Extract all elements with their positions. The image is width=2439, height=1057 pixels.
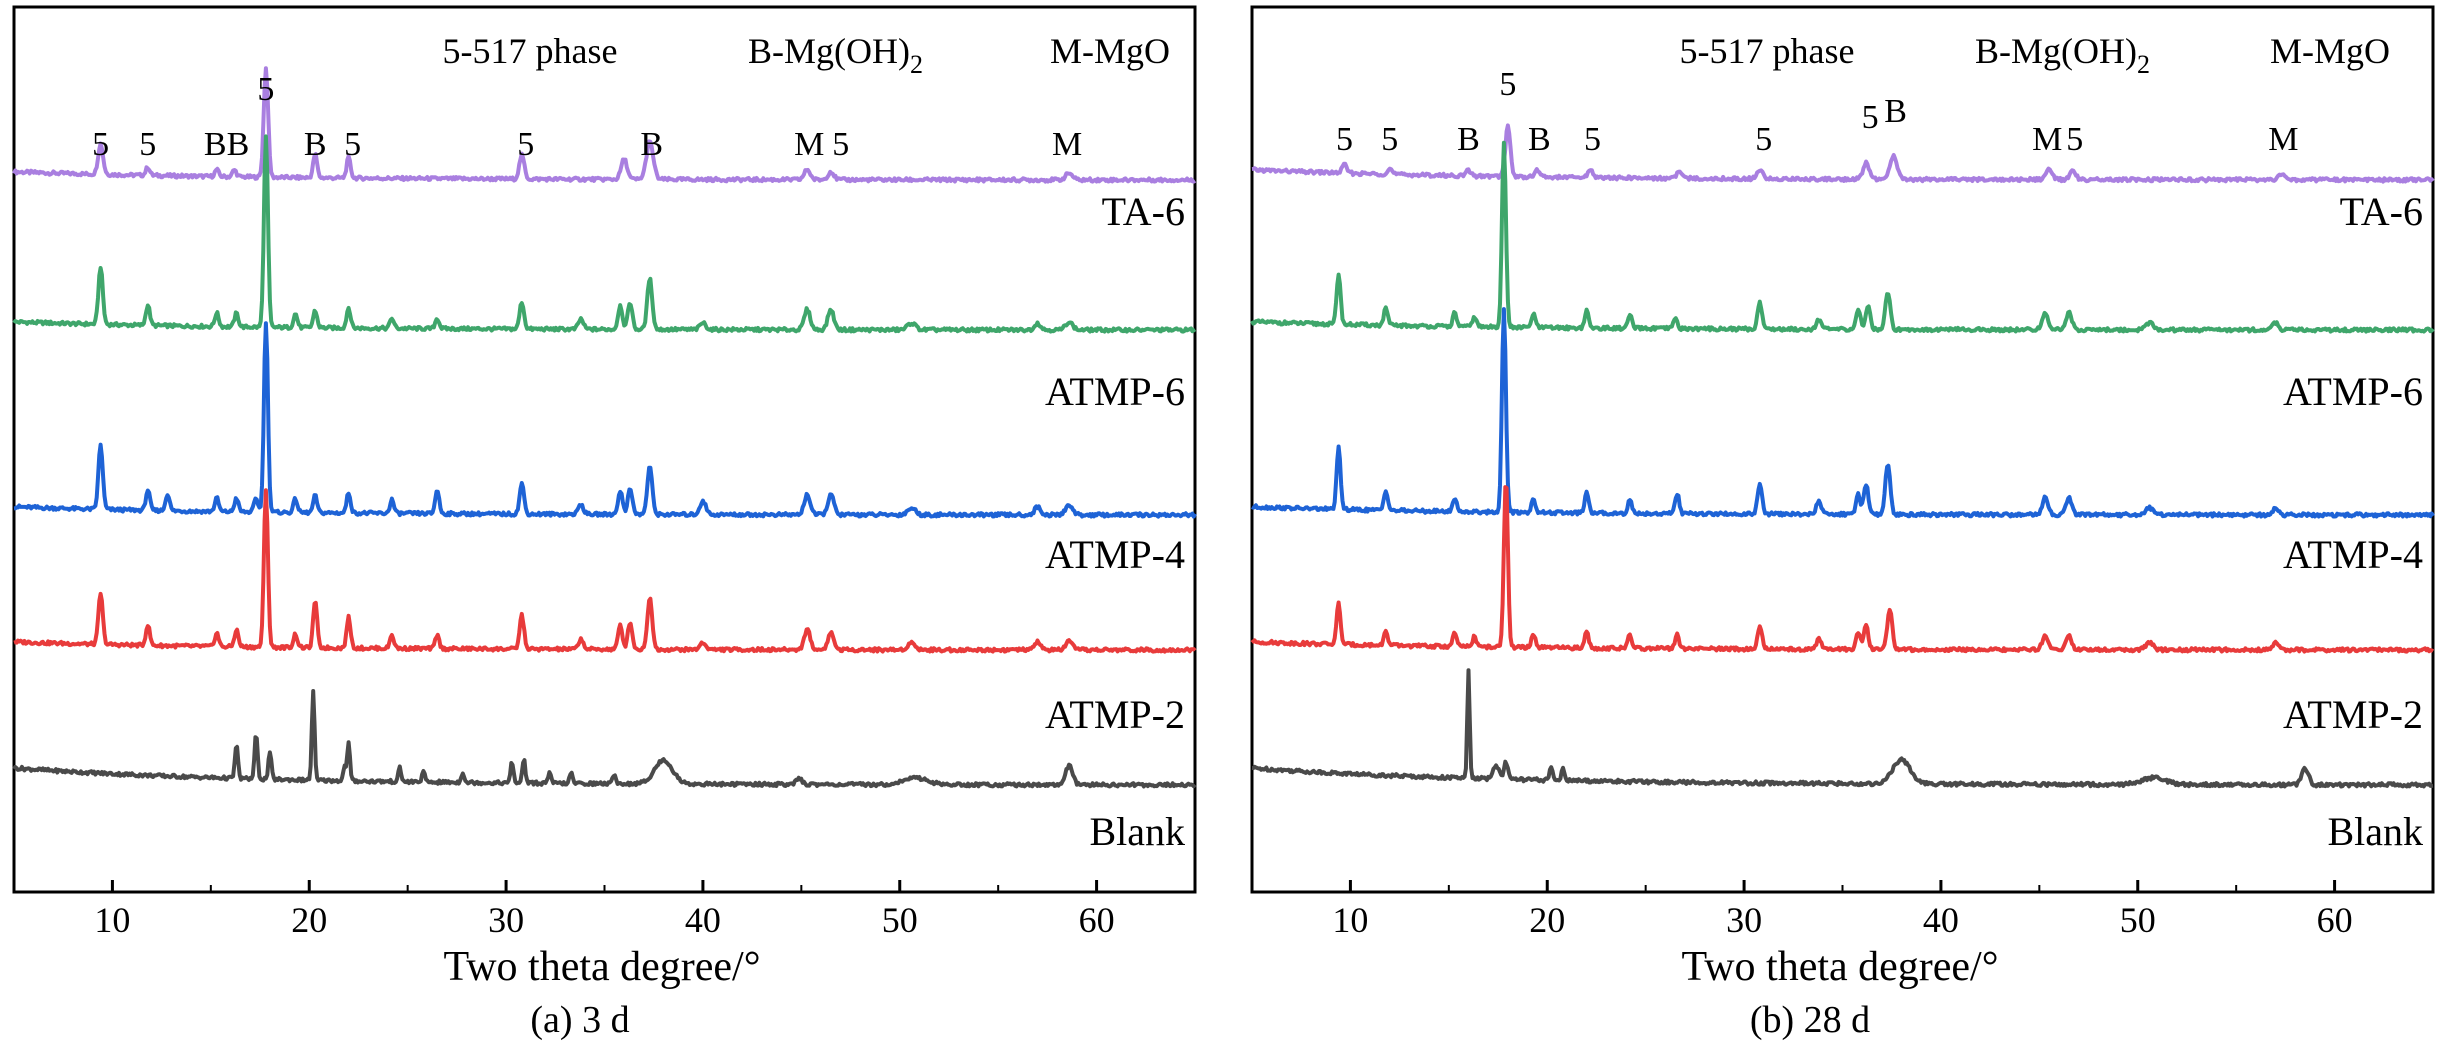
trace-label-blank: Blank [2327,809,2423,854]
panel-a-x-axis: 10 20 30 40 50 60 [13,880,1196,940]
x-tick-label: 30 [488,900,524,940]
peak-annotation: B [1528,121,1551,158]
panel-b-peak-annotations: 5 5 B5B 5 55 BM 5 M [1336,66,2299,158]
legend-mgo: M-MgO [1050,31,1170,71]
x-tick-label: 50 [882,900,918,940]
panel-a-frame [12,5,1197,894]
trace-label-ta-6: TA-6 [1102,189,1185,234]
panel-b-trace-labels: TA-6 ATMP-6 ATMP-4 ATMP-2 Blank [2283,189,2423,854]
legend-mgoh2: B-Mg(OH)2 [1975,31,2150,79]
panel-a-x-axis-title: Two theta degree/° [443,944,760,990]
panel-b-caption: (b) 28 d [1750,999,1870,1041]
peak-annotation: 5 [1755,121,1772,158]
series-line-atmp-6 [12,134,1197,334]
peak-annotation: 5 [832,126,849,163]
x-tick-label: 60 [2317,900,2353,940]
series-line-atmp-6 [1250,140,2435,334]
peak-annotation: B [1457,121,1480,158]
x-tick-label: 20 [291,900,327,940]
peak-annotation: M [1052,126,1082,163]
peak-annotation: 5 [1862,99,1879,136]
x-tick-label: 40 [685,900,721,940]
x-tick-label: 50 [2120,900,2156,940]
peak-annotation: M [2032,121,2062,158]
series-line-atmp-2 [13,488,1197,654]
panel-a-traces [12,66,1197,789]
peak-annotation: 5 [92,126,109,163]
series-line-blank [12,689,1197,789]
panel-b-x-axis: 10 20 30 40 50 60 [1251,880,2434,940]
peak-annotation: B [640,126,663,163]
peak-annotation: 5 [1499,66,1516,103]
peak-annotation: BB [204,126,249,163]
panel-a-trace-labels: TA-6 ATMP-6 ATMP-4 ATMP-2 Blank [1045,189,1185,854]
legend-5517-phase: 5-517 phase [443,31,618,71]
series-line-ta-6 [12,66,1197,184]
trace-label-atmp-4: ATMP-4 [1045,532,1185,577]
peak-annotation: 5 [1336,121,1353,158]
x-tick-label: 60 [1079,900,1115,940]
trace-label-atmp-4: ATMP-4 [2283,532,2423,577]
peak-annotation: 5 [1381,121,1398,158]
legend-mgo: M-MgO [2270,31,2390,71]
legend-mgoh2: B-Mg(OH)2 [748,31,923,79]
trace-label-atmp-2: ATMP-2 [2283,692,2423,737]
series-line-atmp-4 [13,321,1197,519]
trace-label-blank: Blank [1089,809,1185,854]
panel-b-frame [1250,5,2435,894]
peak-annotation: 5 [139,126,156,163]
trace-label-atmp-2: ATMP-2 [1045,692,1185,737]
x-tick-label: 10 [1332,900,1368,940]
peak-annotation: 5 [344,126,361,163]
series-line-atmp-2 [1250,485,2435,654]
panel-b-traces [1250,123,2435,789]
series-line-atmp-4 [1250,307,2435,519]
panel-b-28d: 5-517 phase B-Mg(OH)2 M-MgO 5 5 B5B 5 55 BM 5 M… [1250,5,2435,1041]
peak-annotation: 5 [1584,121,1601,158]
peak-annotation: 5 [517,126,534,163]
x-tick-label: 30 [1726,900,1762,940]
peak-annotation: B [1884,93,1907,130]
peak-annotation: M [2268,121,2298,158]
peak-annotation: 5 [257,71,274,108]
panel-a-caption: (a) 3 d [530,999,629,1041]
trace-label-atmp-6: ATMP-6 [2283,369,2423,414]
trace-label-ta-6: TA-6 [2340,189,2423,234]
legend-5517-phase: 5-517 phase [1680,31,1855,71]
x-tick-label: 10 [94,900,130,940]
x-tick-label: 40 [1923,900,1959,940]
series-line-ta-6 [1251,123,2435,184]
peak-annotation: M [794,126,824,163]
peak-annotation: B [304,126,327,163]
series-line-blank [1251,668,2434,789]
panel-b-x-axis-title: Two theta degree/° [1681,944,1998,990]
trace-label-atmp-6: ATMP-6 [1045,369,1185,414]
x-tick-label: 20 [1529,900,1565,940]
peak-annotation: 5 [2066,121,2083,158]
